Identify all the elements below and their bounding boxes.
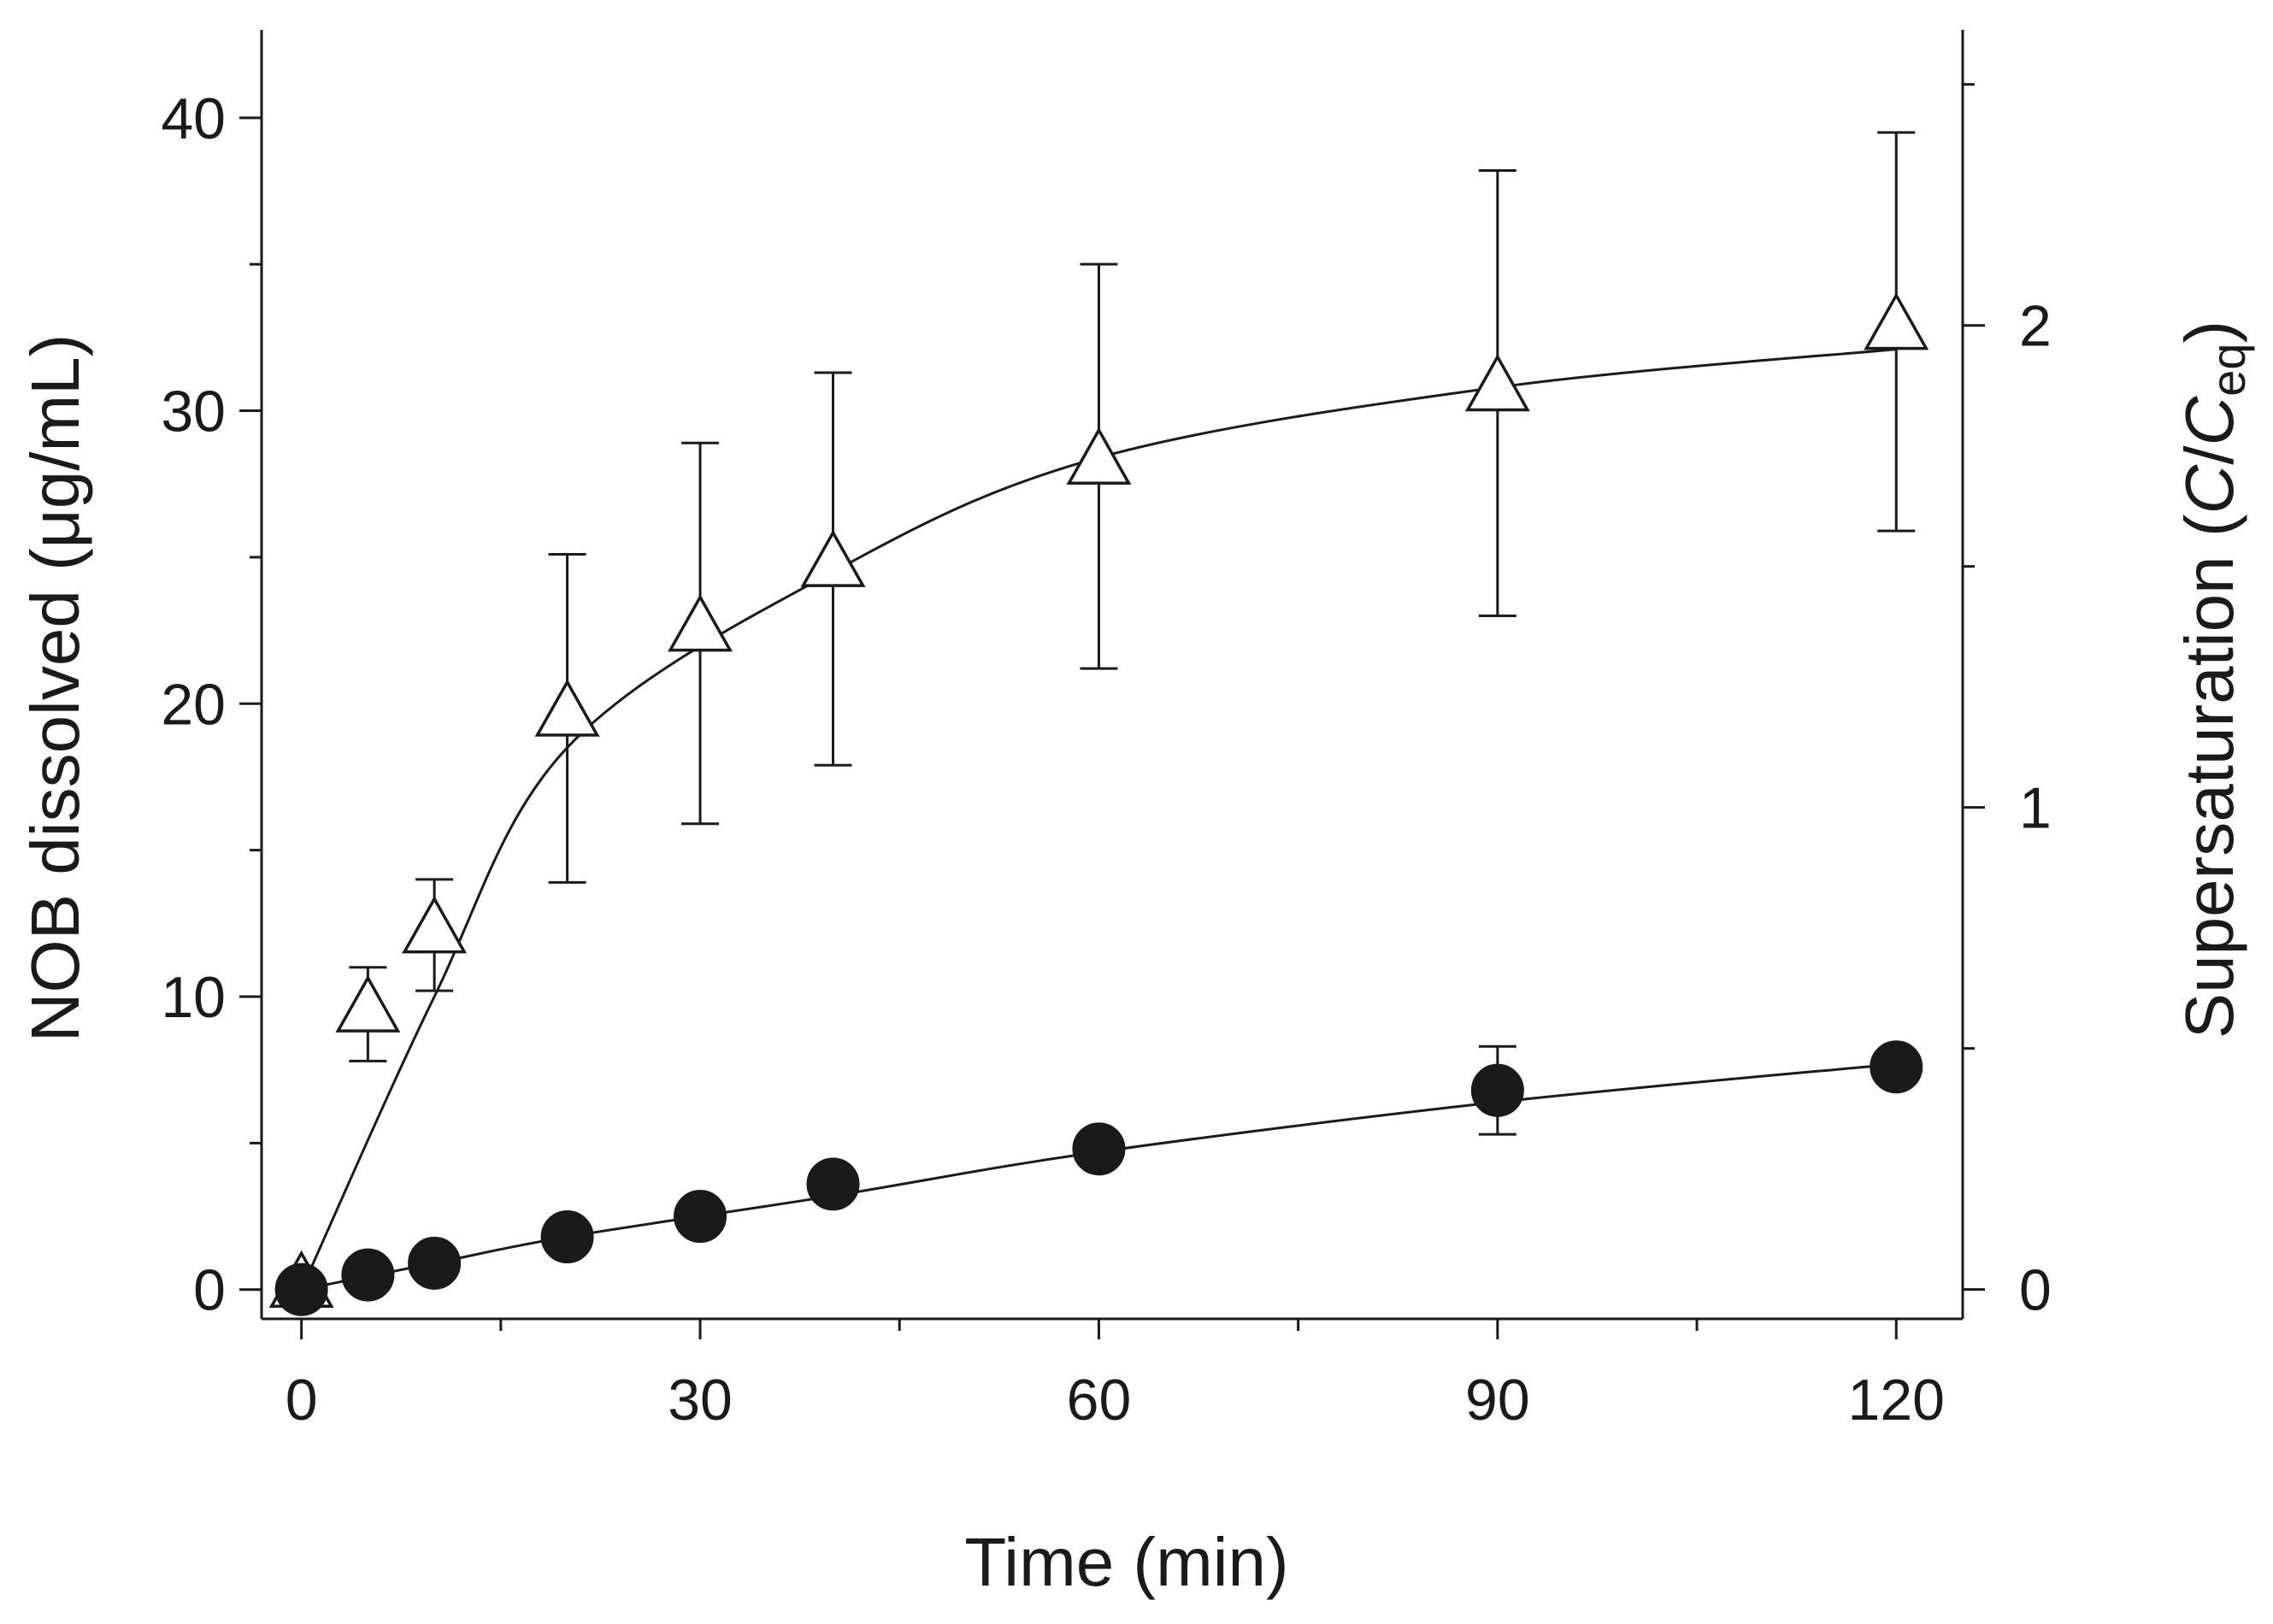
circles-marker — [1072, 1122, 1126, 1176]
y-tick-label: 20 — [161, 672, 226, 737]
circles-marker — [341, 1248, 395, 1302]
circles-fit-curve — [301, 1062, 1897, 1292]
circles-marker — [1470, 1063, 1524, 1117]
triangles-marker — [335, 974, 401, 1033]
triangles-marker — [1066, 427, 1132, 485]
triangles-marker — [1864, 292, 1929, 350]
x-tick-label: 0 — [286, 1368, 318, 1433]
y-tick-label: 0 — [193, 1258, 226, 1323]
triangles-marker — [534, 679, 600, 737]
circles-marker — [408, 1236, 462, 1290]
y-tick-label: 30 — [161, 380, 226, 444]
x-tick-label: 60 — [1067, 1368, 1132, 1433]
tick-labels: 0 30 60 90 120 0 10 20 30 40 0 1 2 — [161, 86, 2051, 1433]
data-markers — [268, 292, 1929, 1316]
triangles-marker — [402, 896, 468, 954]
circles-marker — [274, 1262, 328, 1316]
circles-marker — [674, 1190, 727, 1244]
x-axis-title: Time (min) — [964, 1524, 1288, 1600]
y2-tick-label: 2 — [2019, 294, 2052, 359]
y2-title-c-eq: C — [2171, 396, 2247, 446]
y-tick-label: 40 — [161, 86, 226, 151]
y2-tick-label: 0 — [2019, 1258, 2052, 1323]
y2-title-c: C — [2171, 464, 2247, 515]
circles-marker — [806, 1157, 860, 1211]
triangles-marker — [668, 594, 733, 652]
y2-title-suffix: ) — [2171, 321, 2247, 344]
triangles-marker — [800, 529, 866, 587]
circles-marker — [540, 1210, 594, 1264]
y-axis-title: NOB dissolved (μg/mL) — [17, 334, 93, 1043]
x-tick-label: 30 — [668, 1368, 733, 1433]
triangles-marker — [1464, 353, 1530, 412]
y2-title-prefix: Supersaturation ( — [2171, 514, 2247, 1039]
y2-axis-title: Supersaturation (C/Ceq) — [2171, 321, 2255, 1039]
x-tick-label: 120 — [1848, 1368, 1945, 1433]
circles-marker — [1870, 1040, 1923, 1094]
axes-group — [239, 30, 1985, 1339]
x-tick-label: 90 — [1465, 1368, 1530, 1433]
error-bars — [349, 131, 1916, 1136]
y2-title-subscript: eq — [2201, 343, 2255, 396]
y-tick-label: 10 — [161, 965, 226, 1030]
y2-title-slash: / — [2171, 445, 2247, 465]
y2-tick-label: 1 — [2019, 776, 2052, 841]
